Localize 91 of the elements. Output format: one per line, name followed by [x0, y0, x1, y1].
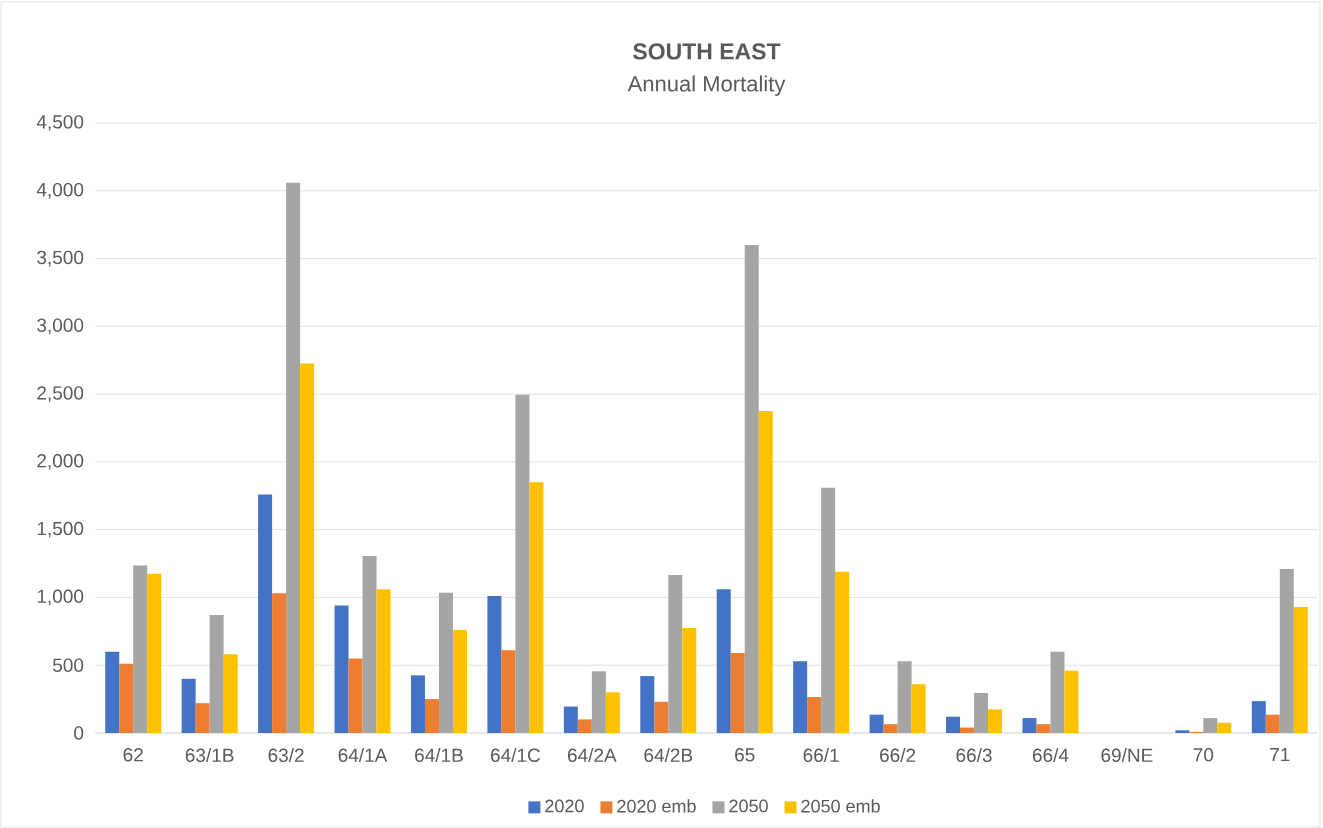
- x-tick-label: 65: [735, 748, 755, 762]
- x-tick-label: 64/2A: [568, 748, 617, 763]
- bar: [147, 573, 162, 733]
- bar: [286, 182, 301, 733]
- bar: [424, 699, 439, 733]
- x-tick-label: 69/NE: [1101, 748, 1153, 763]
- bar: [1265, 714, 1280, 733]
- bar: [1203, 718, 1218, 733]
- bar: [1022, 718, 1037, 733]
- bar: [835, 571, 850, 733]
- bar: [946, 716, 961, 733]
- y-tick-label: 3,000: [37, 318, 84, 335]
- x-tick-label: 64/1B: [415, 748, 463, 763]
- bar: [960, 727, 975, 733]
- bar: [452, 629, 467, 733]
- bar: [821, 487, 836, 733]
- y-tick-label: 2,000: [37, 454, 84, 470]
- legend-label: 2050 emb: [801, 799, 880, 813]
- bar: [515, 394, 530, 733]
- bar: [1251, 701, 1266, 733]
- bar: [591, 671, 606, 733]
- x-tick-label: 63/2: [268, 748, 304, 763]
- bar: [300, 363, 315, 733]
- x-tick-label: 71: [1270, 748, 1290, 762]
- y-tick-label: 2,500: [37, 386, 84, 402]
- bar: [1217, 722, 1232, 733]
- bar: [793, 661, 808, 733]
- bar: [529, 482, 544, 733]
- bar: [105, 651, 120, 733]
- bar: [348, 658, 363, 733]
- x-tick-label: 66/3: [956, 748, 992, 763]
- bar: [605, 692, 620, 733]
- bar: [911, 684, 926, 733]
- y-tick-label: 4,000: [36, 182, 84, 199]
- y-tick-label: 1,500: [37, 521, 84, 538]
- x-tick-label: 70: [1193, 748, 1214, 762]
- x-tick-label: 64/1A: [338, 748, 388, 763]
- bar: [487, 596, 502, 733]
- bar: [682, 627, 697, 733]
- bar: [807, 697, 822, 733]
- legend-label: 2050: [729, 799, 768, 813]
- bar: [501, 650, 516, 733]
- bar: [988, 709, 1003, 733]
- bar: [730, 653, 745, 733]
- bar: [974, 693, 989, 733]
- x-tick-label: 63/1B: [185, 748, 234, 763]
- bar: [410, 675, 425, 733]
- bar: [119, 663, 134, 733]
- bar: [209, 615, 224, 733]
- bar: [438, 592, 453, 733]
- chart-title: SOUTH EAST: [633, 43, 781, 60]
- chart-subtitle: Annual Mortality: [627, 75, 786, 96]
- bar: [258, 494, 273, 733]
- bar: [362, 556, 377, 733]
- bar: [577, 719, 592, 733]
- bar: [654, 701, 669, 733]
- bar: [272, 593, 287, 733]
- bar: [1050, 651, 1065, 733]
- bar: [563, 706, 578, 733]
- bar: [195, 703, 210, 733]
- bar: [1036, 724, 1051, 733]
- legend-label: 2020: [545, 799, 584, 813]
- x-tick-label: 66/2: [880, 748, 916, 763]
- bar: [1293, 606, 1308, 733]
- legend-label: 2020 emb: [617, 799, 696, 813]
- bar: [223, 654, 238, 733]
- bar: [883, 724, 898, 733]
- bar: [758, 411, 773, 733]
- x-tick-label: 62: [123, 748, 143, 762]
- bar: [181, 678, 196, 733]
- y-tick-label: 500: [52, 658, 84, 672]
- bar: [668, 575, 683, 733]
- bar: [640, 676, 655, 733]
- y-tick-label: 4,500: [36, 115, 84, 131]
- bar: [716, 589, 731, 733]
- bar: [1064, 670, 1079, 733]
- bar: [1279, 568, 1294, 733]
- bar: [1175, 730, 1190, 733]
- x-tick-label: 64/2B: [644, 748, 693, 763]
- bar: [334, 605, 349, 733]
- y-tick-label: 1,000: [37, 589, 84, 606]
- bar: [869, 714, 884, 733]
- x-tick-label: 66/1: [803, 748, 839, 763]
- x-tick-label: 66/4: [1032, 748, 1069, 763]
- bar: [744, 245, 759, 733]
- y-tick-label: 3,500: [37, 250, 84, 267]
- y-tick-label: 0: [74, 726, 84, 740]
- x-tick-label: 64/1C: [491, 748, 541, 763]
- bar: [376, 589, 391, 733]
- bar: [133, 565, 148, 733]
- bar: [897, 661, 912, 733]
